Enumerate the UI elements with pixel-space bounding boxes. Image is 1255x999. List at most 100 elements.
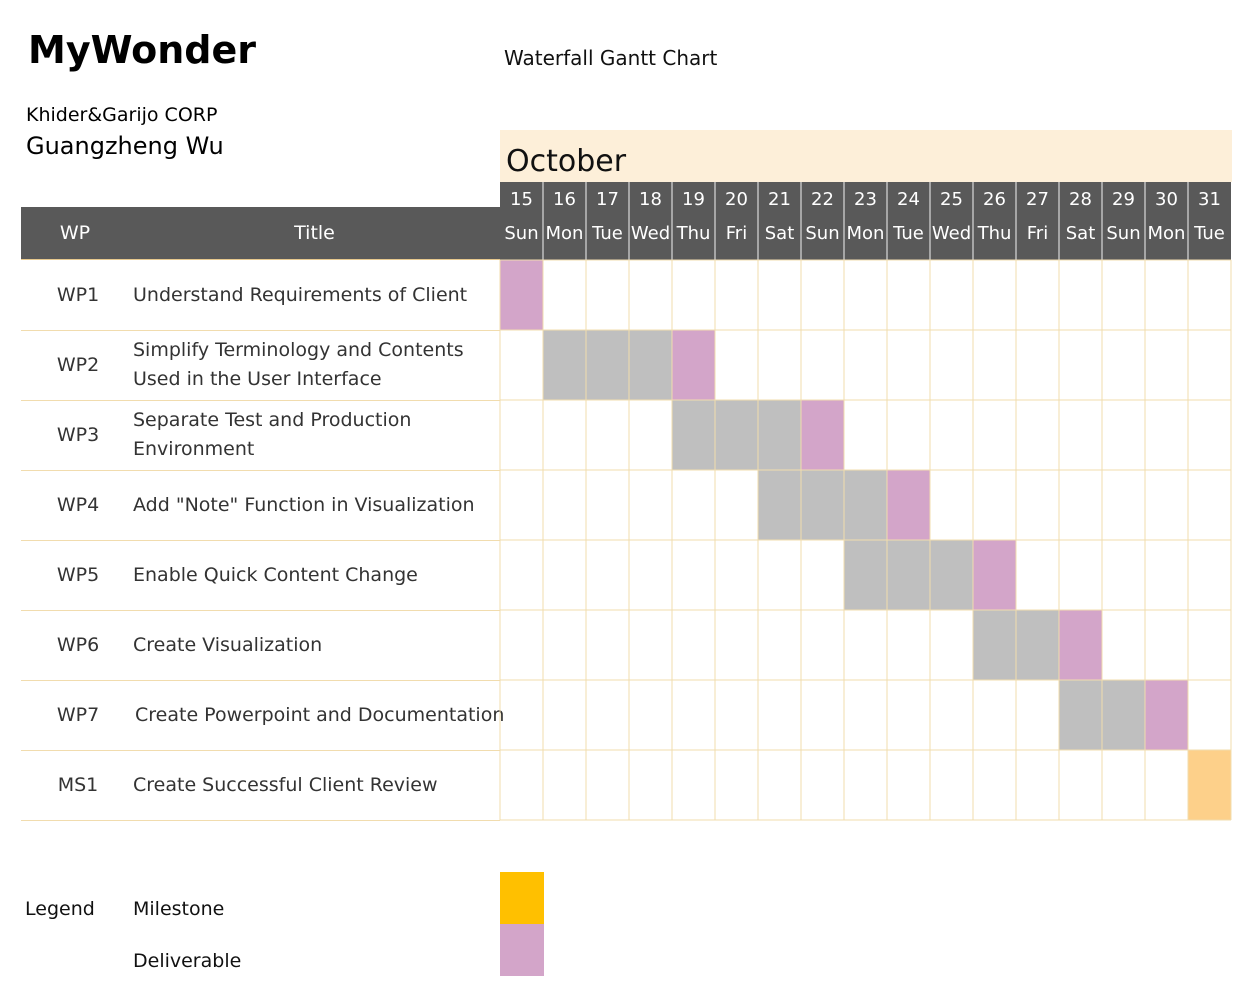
day-name: Sun: [504, 223, 538, 244]
row-divider: [21, 470, 500, 471]
task-title: Add "Note" Function in Visualization: [133, 493, 475, 516]
day-name: Wed: [932, 223, 971, 244]
day-number: 24: [897, 189, 920, 210]
task-id: WP5: [56, 563, 100, 586]
task-title: Separate Test and Production: [133, 409, 412, 431]
day-name: Sat: [765, 223, 795, 244]
work-cell: [543, 330, 586, 400]
task-id: WP2: [56, 353, 100, 376]
work-cell: [801, 470, 844, 540]
chart-title: Waterfall Gantt Chart: [504, 46, 718, 70]
day-name: Mon: [847, 223, 885, 244]
day-name: Sun: [805, 223, 839, 244]
day-name: Wed: [631, 223, 670, 244]
work-cell: [1059, 680, 1102, 750]
day-name: Tue: [892, 223, 924, 244]
day-number: 29: [1112, 189, 1135, 210]
deliverable-cell: [887, 470, 930, 540]
legend-deliverable-swatch: [500, 924, 544, 976]
day-header-bg: [500, 182, 1231, 260]
deliverable-cell: [500, 260, 543, 330]
task-id: MS1: [57, 773, 99, 796]
work-cell: [887, 540, 930, 610]
company-name: Khider&Garijo CORP: [26, 104, 218, 126]
work-cell: [758, 400, 801, 470]
day-number: 28: [1069, 189, 1092, 210]
day-number: 23: [854, 189, 877, 210]
day-name: Thu: [977, 223, 1012, 244]
task-id: WP3: [56, 423, 100, 446]
work-cell: [930, 540, 973, 610]
task-id: WP7: [56, 703, 100, 726]
day-number: 22: [811, 189, 834, 210]
table-header: [21, 207, 500, 260]
day-name: Sun: [1106, 223, 1140, 244]
day-number: 31: [1198, 189, 1221, 210]
work-cell: [758, 470, 801, 540]
legend-label: Legend: [25, 898, 95, 920]
work-cell: [1102, 680, 1145, 750]
day-number: 26: [983, 189, 1006, 210]
task-title: Environment: [133, 438, 255, 460]
day-name: Tue: [591, 223, 623, 244]
row-divider: [21, 540, 500, 541]
task-title: Enable Quick Content Change: [133, 563, 418, 586]
task-title: Simplify Terminology and Contents: [133, 339, 464, 361]
day-number: 27: [1026, 189, 1049, 210]
day-number: 25: [940, 189, 963, 210]
task-title: Create Visualization: [133, 633, 323, 656]
day-number: 30: [1155, 189, 1178, 210]
work-cell: [629, 330, 672, 400]
day-name: Tue: [1193, 223, 1225, 244]
work-cell: [715, 400, 758, 470]
day-number: 20: [725, 189, 748, 210]
day-number: 17: [596, 189, 619, 210]
row-divider: [21, 400, 500, 401]
work-cell: [672, 400, 715, 470]
work-cell: [844, 540, 887, 610]
row-divider: [21, 330, 500, 331]
task-id: WP1: [56, 283, 100, 306]
work-cell: [844, 470, 887, 540]
person-name: Guangzheng Wu: [26, 132, 224, 160]
deliverable-cell: [801, 400, 844, 470]
row-divider: [21, 750, 500, 751]
task-title: Create Powerpoint and Documentation: [135, 703, 505, 726]
deliverable-cell: [1059, 610, 1102, 680]
work-cell: [586, 330, 629, 400]
deliverable-cell: [672, 330, 715, 400]
row-divider: [21, 820, 500, 821]
day-number: 16: [553, 189, 576, 210]
day-name: Mon: [1148, 223, 1186, 244]
task-title: Create Successful Client Review: [133, 773, 438, 796]
work-cell: [1016, 610, 1059, 680]
brand-title: MyWonder: [28, 28, 257, 72]
row-divider: [21, 680, 500, 681]
day-name: Thu: [676, 223, 711, 244]
day-name: Mon: [546, 223, 584, 244]
legend-milestone-swatch: [500, 872, 544, 924]
deliverable-cell: [973, 540, 1016, 610]
day-number: 15: [510, 189, 533, 210]
legend-milestone-label: Milestone: [133, 898, 225, 920]
month-band: [500, 130, 1232, 182]
task-id: WP4: [56, 493, 100, 516]
deliverable-cell: [1145, 680, 1188, 750]
day-name: Fri: [1027, 223, 1048, 244]
column-header-title: Title: [294, 222, 335, 244]
task-title: Understand Requirements of Client: [133, 283, 468, 306]
day-number: 18: [639, 189, 662, 210]
legend-deliverable-label: Deliverable: [133, 950, 242, 972]
day-number: 21: [768, 189, 791, 210]
day-name: Sat: [1066, 223, 1096, 244]
month-label: October: [506, 144, 627, 179]
work-cell: [973, 610, 1016, 680]
milestone-cell: [1188, 750, 1231, 820]
column-header-wp: WP: [59, 222, 91, 244]
task-id: WP6: [56, 633, 100, 656]
row-divider: [21, 610, 500, 611]
day-name: Fri: [726, 223, 747, 244]
day-number: 19: [682, 189, 705, 210]
task-title: Used in the User Interface: [133, 368, 382, 390]
